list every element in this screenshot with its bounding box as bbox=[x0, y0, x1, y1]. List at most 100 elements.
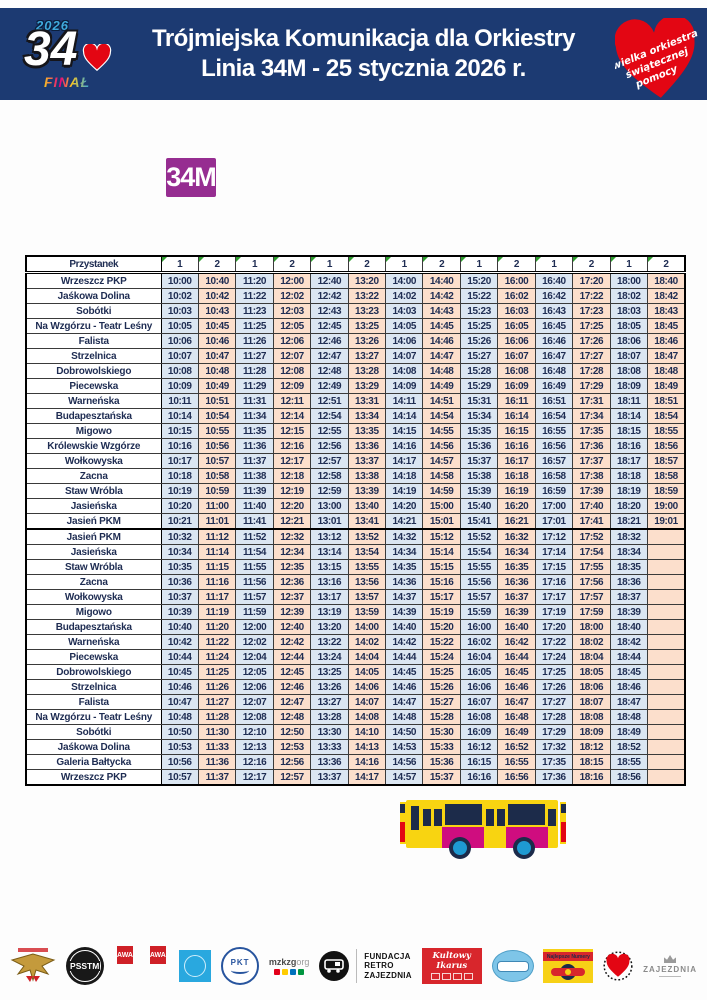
table-row: Wrzeszcz PKP 10:00 10:40 11:20 12:00 12:40 13:… bbox=[25, 272, 686, 289]
time-cell: 11:12 bbox=[197, 528, 237, 545]
time-cell: 13:37 bbox=[310, 769, 349, 786]
stop-cell: Wrzeszcz PKP bbox=[25, 769, 162, 786]
time-cell: 17:27 bbox=[572, 348, 611, 364]
time-cell: 11:17 bbox=[197, 589, 237, 605]
time-cell: 17:29 bbox=[534, 724, 574, 740]
time-cell: 12:53 bbox=[272, 739, 312, 755]
time-cell: 11:38 bbox=[235, 468, 274, 484]
trip-column-header: 2 bbox=[347, 255, 387, 274]
time-cell: 18:07 bbox=[609, 348, 648, 364]
mzkzg-color-squares bbox=[274, 969, 305, 975]
time-cell: 10:55 bbox=[197, 423, 237, 439]
time-cell: 15:38 bbox=[459, 468, 499, 484]
time-cell: 16:02 bbox=[497, 288, 536, 304]
time-cell: 17:28 bbox=[572, 363, 611, 379]
time-cell: 11:16 bbox=[197, 574, 237, 590]
time-cell: 18:17 bbox=[609, 453, 648, 469]
time-cell bbox=[646, 769, 686, 786]
time-cell: 16:09 bbox=[497, 378, 536, 394]
time-cell: 16:40 bbox=[497, 619, 536, 635]
stop-cell: Dobrowolskiego bbox=[25, 363, 162, 379]
time-cell bbox=[646, 574, 686, 590]
time-cell: 10:49 bbox=[197, 378, 237, 394]
stop-cell: Jaśkowa Dolina bbox=[25, 739, 162, 755]
time-cell: 17:36 bbox=[534, 769, 574, 786]
timetable-wrapper: Przystanek 1 2 1 2 1 2 1 2 1 2 1 2 1 2 Wrzeszcz PKP 10:0… bbox=[25, 255, 686, 786]
time-cell: 14:43 bbox=[422, 303, 461, 319]
table-row: Budapesztańska 10:14 10:54 11:34 12:14 12:54 1… bbox=[25, 408, 686, 424]
time-cell: 16:09 bbox=[459, 724, 499, 740]
time-cell: 16:43 bbox=[534, 303, 574, 319]
time-cell: 18:49 bbox=[609, 724, 648, 740]
line-number-badge: 34M bbox=[166, 158, 217, 197]
najlepsze-numery-label: Najlepsze Numery bbox=[543, 952, 594, 961]
time-cell: 13:52 bbox=[347, 528, 387, 545]
time-cell: 14:16 bbox=[347, 754, 387, 770]
time-cell: 14:36 bbox=[385, 574, 424, 590]
ikarus-window-boxes bbox=[430, 973, 473, 980]
time-cell: 13:36 bbox=[347, 438, 387, 454]
time-cell: 15:35 bbox=[459, 423, 499, 439]
time-cell: 10:47 bbox=[160, 694, 199, 710]
time-cell: 13:54 bbox=[347, 544, 387, 560]
time-cell bbox=[646, 528, 686, 545]
time-cell: 14:59 bbox=[422, 483, 461, 499]
time-cell: 10:48 bbox=[160, 709, 199, 725]
time-cell: 18:46 bbox=[646, 333, 686, 349]
table-row: Jaśkowa Dolina 10:02 10:42 11:22 12:02 12:42 1… bbox=[25, 288, 686, 304]
time-cell bbox=[646, 544, 686, 560]
time-cell: 15:52 bbox=[459, 528, 499, 545]
time-cell: 10:58 bbox=[197, 468, 237, 484]
mzkzg-square-red bbox=[274, 969, 281, 975]
time-cell: 16:07 bbox=[459, 694, 499, 710]
time-cell: 13:00 bbox=[310, 498, 349, 514]
stop-cell: Migowo bbox=[25, 423, 162, 439]
time-cell: 13:14 bbox=[310, 544, 349, 560]
time-cell: 16:21 bbox=[497, 513, 536, 530]
time-cell: 14:57 bbox=[385, 769, 424, 786]
time-cell: 10:43 bbox=[197, 303, 237, 319]
time-cell: 10:34 bbox=[160, 544, 199, 560]
time-cell: 12:39 bbox=[272, 604, 312, 620]
time-cell: 17:34 bbox=[572, 408, 611, 424]
time-cell: 10:39 bbox=[160, 604, 199, 620]
time-cell: 10:46 bbox=[160, 679, 199, 695]
time-cell: 10:36 bbox=[160, 574, 199, 590]
time-cell: 16:56 bbox=[497, 769, 536, 786]
time-cell: 17:12 bbox=[534, 528, 574, 545]
time-cell: 14:48 bbox=[385, 709, 424, 725]
time-cell: 11:52 bbox=[235, 528, 274, 545]
time-cell: 16:42 bbox=[497, 634, 536, 650]
time-cell: 18:48 bbox=[609, 709, 648, 725]
mzkzg-square-green bbox=[298, 969, 305, 975]
oval-badge-band bbox=[496, 960, 529, 972]
time-cell: 15:40 bbox=[459, 498, 499, 514]
time-cell: 18:45 bbox=[646, 318, 686, 334]
time-cell: 18:15 bbox=[572, 754, 611, 770]
time-cell: 10:53 bbox=[160, 739, 199, 755]
table-row: Zacna 10:36 11:16 11:56 12:36 13:16 13:56 14:36… bbox=[25, 574, 686, 590]
wosp-heart-badge: wielka orkiestra świątecznej pomocy bbox=[611, 15, 700, 104]
time-cell: 18:52 bbox=[609, 739, 648, 755]
time-cell: 13:12 bbox=[310, 528, 349, 545]
time-cell: 10:51 bbox=[197, 393, 237, 409]
time-cell: 12:07 bbox=[235, 694, 274, 710]
time-cell: 13:56 bbox=[347, 574, 387, 590]
time-cell: 12:06 bbox=[272, 333, 312, 349]
time-cell: 15:30 bbox=[422, 724, 461, 740]
time-cell: 11:15 bbox=[197, 559, 237, 575]
time-cell: 11:19 bbox=[197, 604, 237, 620]
time-cell: 15:00 bbox=[422, 498, 461, 514]
time-cell: 11:24 bbox=[197, 649, 237, 665]
table-row: Wrzeszcz PKP 10:57 11:37 12:17 12:57 13:37 14:… bbox=[25, 769, 686, 786]
stop-cell: Jasień PKM bbox=[25, 528, 162, 545]
time-cell: 12:11 bbox=[272, 393, 312, 409]
title-line1: Trójmiejska Komunikacja dla Orkiestry bbox=[151, 25, 576, 52]
fundacja-line2: RETRO bbox=[364, 961, 394, 971]
time-cell: 14:40 bbox=[385, 619, 424, 635]
time-cell: 15:26 bbox=[422, 679, 461, 695]
time-cell: 15:15 bbox=[422, 559, 461, 575]
time-cell: 11:26 bbox=[197, 679, 237, 695]
wosp-final-label: FINAŁ bbox=[44, 74, 91, 90]
time-cell: 13:37 bbox=[347, 453, 387, 469]
